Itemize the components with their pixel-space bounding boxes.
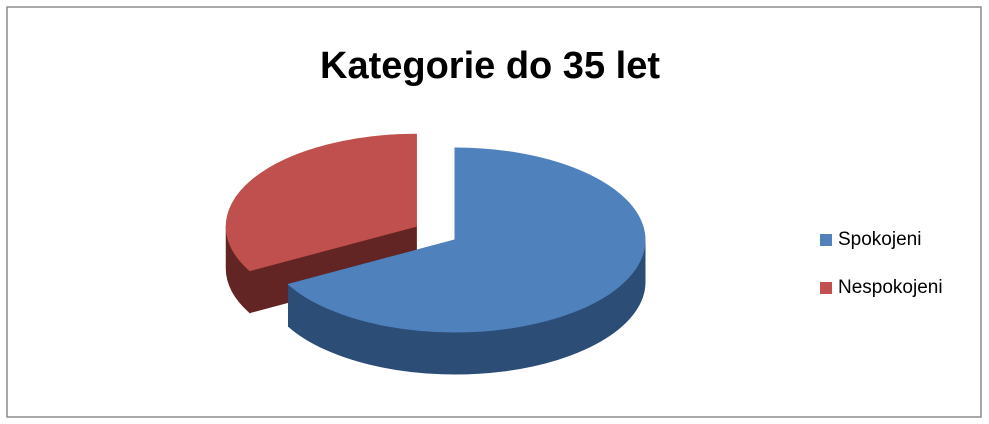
legend-label: Nespokojeni	[838, 277, 943, 298]
slice	[287, 147, 646, 333]
legend-swatch	[820, 282, 832, 294]
chart-title: Kategorie do 35 let	[320, 45, 660, 87]
slice	[225, 133, 417, 272]
legend-label: Spokojeni	[838, 229, 921, 250]
legend-swatch	[820, 234, 832, 246]
